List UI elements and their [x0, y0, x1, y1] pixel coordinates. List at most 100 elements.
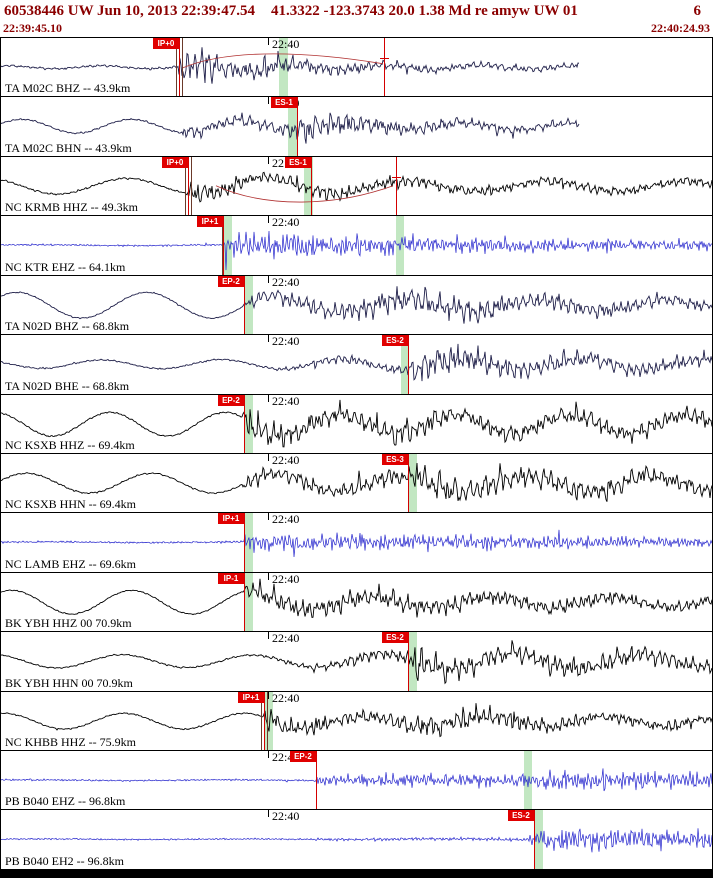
s-pick-highlight-band: [524, 751, 532, 810]
trace-panel[interactable]: 22:40 NC LAMB EHZ -- 69.6km IP+1: [1, 513, 712, 573]
coda-fit-curve: [183, 54, 383, 68]
minute-tick-label: 22:40: [272, 394, 300, 408]
trace-panel[interactable]: 22:40 NC KTR EHZ -- 64.1km IP+1: [1, 216, 712, 276]
s-pick-highlight-band: [396, 216, 404, 275]
pick-line[interactable]: [244, 394, 245, 453]
trace-line: [1, 231, 712, 270]
trace-line: [1, 641, 712, 684]
minute-tick-label: 22:40: [272, 513, 300, 527]
waveform: [1, 38, 712, 96]
pick-flag[interactable]: IP+0: [153, 38, 179, 49]
pick-flag[interactable]: IP+1: [218, 513, 244, 525]
s-pick-highlight-band: [535, 810, 543, 869]
pick-flag[interactable]: EP-2: [218, 275, 244, 287]
minute-tick-label: 22:40: [272, 335, 300, 349]
waveform: [1, 751, 712, 809]
event-header: 60538446 UW Jun 10, 2013 22:39:47.54 41.…: [0, 0, 713, 21]
predicted-arrival-line: [396, 156, 397, 216]
minute-tick-label: 22:40: [272, 632, 300, 646]
pick-flag[interactable]: ES-3: [382, 453, 408, 465]
trace-panel[interactable]: 22:40 NC KSXB HHN -- 69.4km ES-3: [1, 453, 712, 514]
pick-line[interactable]: [534, 810, 535, 869]
pick-flag[interactable]: ES-1: [271, 97, 297, 109]
pick-line[interactable]: [311, 156, 312, 216]
trace-line: [1, 344, 712, 381]
coda-fit-curve: [216, 186, 393, 202]
pick-line[interactable]: [188, 156, 189, 216]
minute-tick: [268, 810, 269, 818]
station-label: NC LAMB EHZ -- 69.6km: [5, 556, 136, 571]
waveform: [1, 395, 712, 453]
trace-line: [1, 768, 712, 791]
pick-line[interactable]: [297, 97, 298, 156]
trace-panel[interactable]: 22:40 PB B040 EHZ -- 96.8km EP-2: [1, 751, 712, 811]
trace-line: [1, 530, 712, 557]
s-pick-highlight-band: [409, 632, 417, 691]
trace-panel[interactable]: 22:40 TA N02D BHE -- 68.8km ES-2: [1, 335, 712, 395]
waveform: [1, 454, 712, 512]
station-label: NC KTR EHZ -- 64.1km: [5, 259, 126, 274]
station-label: TA N02D BHE -- 68.8km: [5, 378, 130, 393]
station-label: BK YBH HHN 00 70.9km: [5, 675, 133, 690]
trace-line: [1, 579, 712, 618]
pick-flag[interactable]: IP+1: [238, 691, 264, 703]
predicted-arrival-crossbar: [380, 58, 389, 59]
s-pick-highlight-band: [224, 216, 232, 275]
trace-line: [1, 399, 712, 446]
pick-line[interactable]: [264, 691, 265, 751]
pick-line[interactable]: [244, 275, 245, 335]
pick-flag[interactable]: EP-2: [290, 751, 316, 763]
waveform: [1, 97, 712, 155]
waveform: [1, 692, 712, 750]
pick-line[interactable]: [408, 632, 409, 691]
pick-flag[interactable]: ES-2: [382, 632, 408, 644]
pick-line[interactable]: [408, 335, 409, 394]
window-start-time: 22:39:45.10: [3, 21, 62, 35]
station-label: PB B040 EH2 -- 96.8km: [5, 853, 125, 868]
s-pick-highlight-band: [245, 513, 253, 572]
pick-line[interactable]: [316, 751, 317, 810]
trace-panel[interactable]: 22:40 TA M02C BHZ -- 43.9km IP+0: [1, 38, 712, 98]
bottom-bar: [0, 870, 713, 878]
minute-tick: [268, 572, 269, 580]
pick-line[interactable]: [223, 216, 224, 275]
waveform: [1, 573, 712, 631]
pick-flag[interactable]: ES-2: [508, 810, 534, 822]
station-label: TA M02C BHN -- 43.9km: [5, 140, 132, 155]
trace-panel[interactable]: 22:40 TA M02C BHN -- 43.9km ES-1: [1, 97, 712, 157]
minute-tick-label: 22:40: [272, 691, 300, 705]
time-window-header: 22:39:45.10 22:40:24.93: [0, 21, 713, 37]
trace-panel[interactable]: 22:40 PB B040 EH2 -- 96.8km ES-2: [1, 810, 712, 869]
station-label: BK YBH HHZ 00 70.9km: [5, 616, 132, 631]
minute-tick-label: 22:40: [272, 216, 300, 230]
s-pick-highlight-band: [288, 97, 297, 156]
pick-line[interactable]: [244, 513, 245, 572]
minute-tick: [268, 216, 269, 224]
trace-line: [1, 286, 712, 323]
pick-flag[interactable]: EP-2: [218, 394, 244, 406]
station-label: NC KHBB HHZ -- 75.9km: [5, 735, 136, 750]
trace-panel[interactable]: 22:40 NC KSXB HHZ -- 69.4km EP-2: [1, 394, 712, 454]
trace-panel[interactable]: 22:40 BK YBH HHZ 00 70.9km IP-1: [1, 572, 712, 633]
trace-panel[interactable]: 22:40 BK YBH HHN 00 70.9km ES-2: [1, 632, 712, 692]
trace-panel[interactable]: 22:40 NC KHBB HHZ -- 75.9km IP+1: [1, 691, 712, 752]
pick-flag[interactable]: IP+1: [197, 216, 223, 228]
trace-line: [1, 113, 579, 144]
pick-flag[interactable]: IP+0: [162, 156, 188, 168]
aux-pick-line: [222, 216, 223, 275]
pick-flag[interactable]: IP-1: [218, 572, 244, 584]
minute-tick-label: 22:40: [272, 572, 300, 586]
trace-panel[interactable]: 22:40 TA N02D BHZ -- 68.8km EP-2: [1, 275, 712, 336]
pick-line[interactable]: [244, 572, 245, 632]
pick-line[interactable]: [179, 38, 180, 97]
station-label: TA N02D BHZ -- 68.8km: [5, 319, 130, 334]
pick-line[interactable]: [408, 453, 409, 513]
station-label: NC KRMB HHZ -- 49.3km: [5, 200, 139, 215]
minute-tick: [268, 38, 269, 45]
trace-line: [1, 829, 712, 853]
pick-flag[interactable]: ES-1: [285, 156, 311, 168]
trace-panel[interactable]: 22:40 NC KRMB HHZ -- 49.3km IP+0ES-1: [1, 156, 712, 217]
station-label: PB B040 EHZ -- 96.8km: [5, 794, 126, 809]
pick-flag[interactable]: ES-2: [382, 335, 408, 347]
minute-tick-label: 22:40: [272, 38, 300, 51]
